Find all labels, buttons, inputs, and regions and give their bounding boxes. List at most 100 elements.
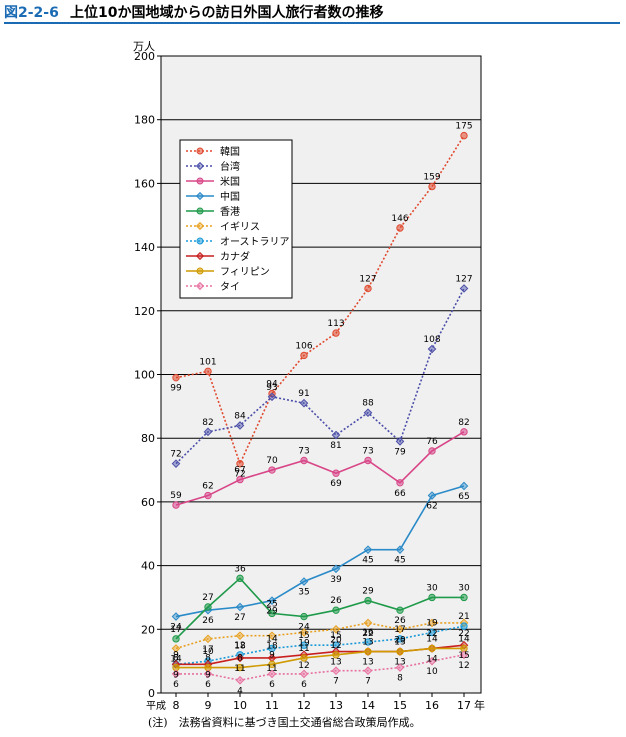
data-point [427,491,437,500]
data-label: 6 [301,680,307,690]
data-point [268,644,276,653]
data-point [332,606,340,614]
data-point [300,641,308,649]
data-label: 26 [330,596,342,606]
data-label: 69 [330,479,342,489]
x-axis-suffix: 年 [474,698,485,712]
data-point [267,596,277,605]
data-point [172,501,180,509]
data-label: 10 [426,667,438,677]
series-6 [172,622,468,669]
data-point [300,456,308,465]
series-line [176,653,465,682]
legend-item-8: フィリピン [186,266,270,278]
data-point [396,479,404,487]
data-point [331,624,341,634]
data-point [299,628,309,637]
data-point [396,606,404,614]
data-label: 66 [394,489,406,499]
series-line [176,647,464,669]
legend-swatch-marker [195,251,205,261]
series-line [175,431,465,506]
data-label: 13 [330,658,341,668]
data-point [235,631,245,640]
data-labels: 9910172941061131271461591757282849391818… [170,122,472,697]
series-lines [171,131,469,685]
data-point [235,675,245,685]
series-line [175,485,465,618]
data-point [395,663,405,672]
data-label: 94 [266,380,278,390]
series-line [175,625,465,666]
legend-label: フィリピン [220,266,270,278]
data-point [428,447,436,455]
data-point [428,593,436,602]
data-point [460,428,468,436]
data-label: 13 [394,638,405,648]
data-label: 14 [266,634,278,644]
y-tick-label: 140 [134,241,155,254]
data-point [396,224,404,232]
data-label: 84 [234,411,246,421]
series-8 [172,644,468,672]
data-label: 81 [330,441,341,451]
data-point [459,481,469,491]
data-label: 27 [234,613,245,623]
data-label: 6 [205,680,211,690]
legend-swatch-marker [196,267,204,275]
data-label: 6 [173,680,179,690]
y-axis-label: 万人 [133,40,155,53]
header-rule [4,22,620,24]
data-point [203,634,213,644]
data-label: 113 [327,319,344,329]
data-label: 17 [394,625,405,635]
data-label: 20 [330,635,342,645]
data-label: 14 [458,634,470,644]
data-label: 22 [458,629,469,639]
legend-item-4: 香港 [186,206,240,218]
data-point [459,650,469,660]
legend-label: 香港 [220,206,240,218]
data-point [171,669,181,679]
data-label: 16 [362,628,374,638]
data-point [236,663,244,672]
data-point [427,656,437,666]
legend-label: イギリス [220,221,260,233]
x-tick-label: 8 [173,699,180,712]
data-label: 29 [362,587,374,597]
data-label: 26 [394,616,406,626]
data-point [395,545,405,554]
series-2 [172,428,468,509]
x-tick-label: 16 [425,699,439,712]
y-tick-label: 120 [134,305,155,318]
legend-item-0: 韓国 [186,146,240,158]
data-label: 45 [362,556,373,566]
y-tick-label: 100 [134,369,155,382]
data-label: 146 [391,214,408,224]
legend-item-1: 台湾 [186,160,240,173]
data-label: 24 [298,623,310,633]
data-label: 13 [362,638,373,648]
data-point [267,392,277,402]
data-label: 15 [458,651,469,661]
series-3 [171,481,469,621]
data-label: 175 [455,122,472,132]
data-point [332,329,340,337]
y-tick-label: 200 [134,50,155,63]
data-label: 6 [269,680,275,690]
data-label: 7 [365,677,371,687]
data-label: 9 [205,670,211,680]
figure-header: 図2-2-6 上位10か国地域からの訪日外国人旅行者数の推移 [4,2,620,26]
x-tick-label: 17 [457,699,471,712]
legend-label: カナダ [220,250,250,263]
data-label: 14 [426,654,438,664]
data-point [363,618,373,628]
data-label: 24 [170,623,182,633]
data-point [396,635,404,643]
data-point [460,593,468,602]
data-label: 99 [170,384,182,394]
data-label: 127 [455,275,472,285]
data-label: 15 [330,631,341,641]
data-label: 11 [266,664,277,674]
